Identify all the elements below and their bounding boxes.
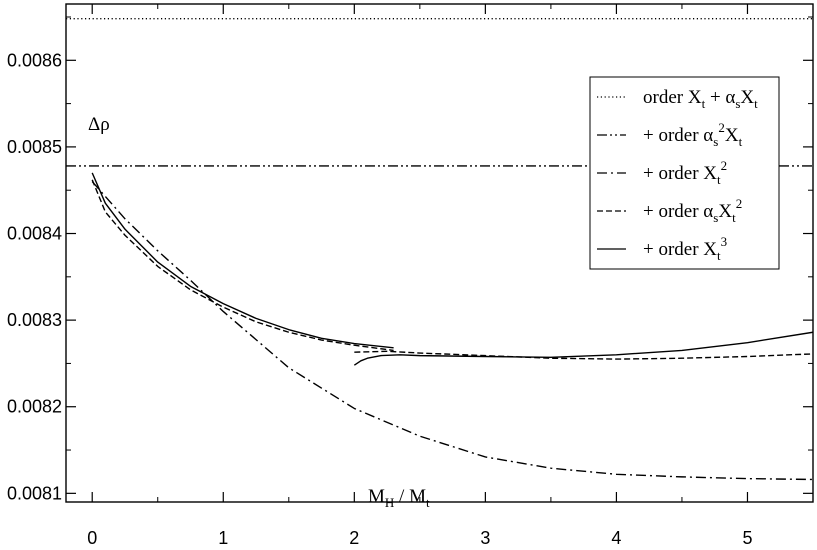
y-tick-label: 0.0082 [7,397,62,417]
series-line-dashed [91,179,394,352]
x-annotation: MH / Mt [368,486,430,510]
y-tick-label: 0.0086 [7,50,62,70]
legend-label: + order αs2Xt [643,120,743,149]
x-tick-label: 4 [611,528,621,548]
legend: order Xt + αsXt + order αs2Xt + order Xt2 +… [589,76,780,270]
y-tick-label: 0.0085 [7,137,62,157]
series-line-dashed [354,350,813,360]
x-annotation-sub1: H [385,495,394,510]
x-tick-label: 0 [87,528,97,548]
y-tick-label: 0.0084 [7,224,62,244]
series-line-solid [353,331,813,366]
x-annotation-main: M [368,486,385,507]
x-tick-label: 2 [349,528,359,548]
y-tick-label: 0.0081 [7,483,62,503]
legend-label: + order Xt3 [643,234,727,263]
legend-label: + order Xt2 [643,158,727,187]
x-tick-label: 1 [218,528,228,548]
legend-label: order Xt + αsXt [643,87,758,111]
y-annotation: Δρ [88,114,110,135]
legend-label: + order αsXt2 [643,196,742,225]
y-tick-label: 0.0083 [7,310,62,330]
x-tick-label: 5 [742,528,752,548]
x-annotation-sub2: t [426,495,430,510]
series-line-solid [91,172,394,349]
x-tick-label: 3 [480,528,490,548]
x-annotation-sep: / M [394,486,426,507]
series-line-dash-dot [91,181,813,481]
ticks-layer: 0 1 2 3 4 5 0.0081 0.0082 0.0083 0.0084 0.0085 0.00… [7,4,814,548]
